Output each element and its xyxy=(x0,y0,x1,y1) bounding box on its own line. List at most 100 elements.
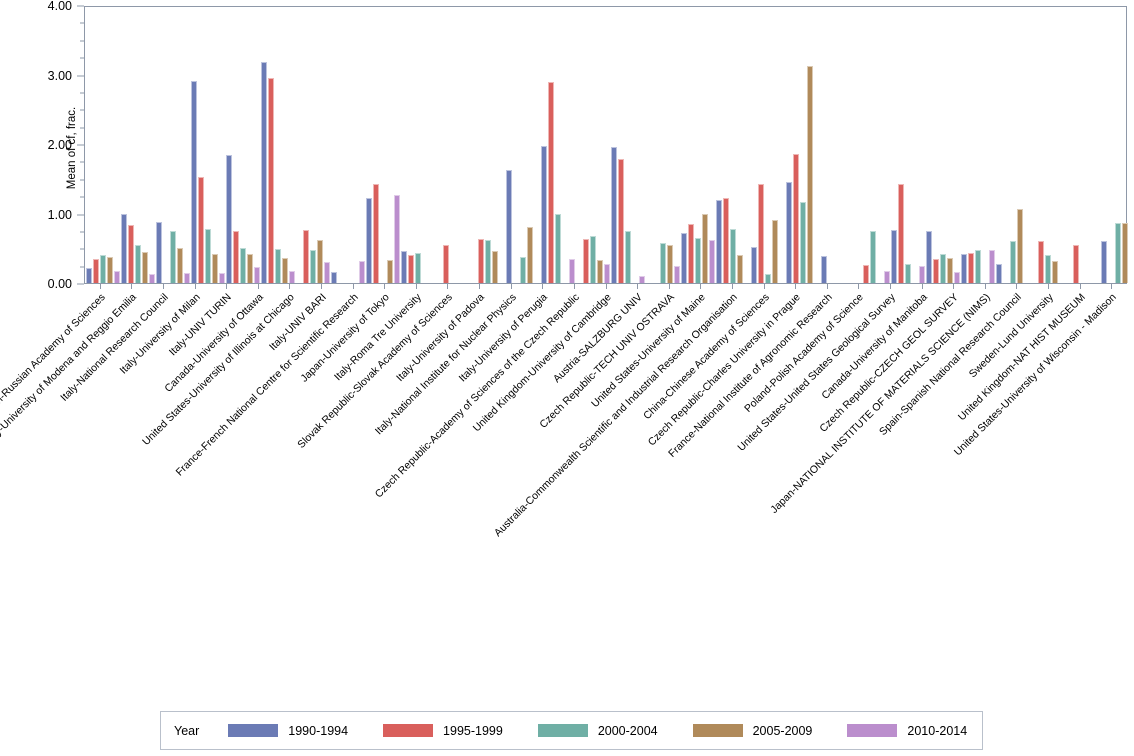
bar xyxy=(1044,255,1051,283)
legend-swatch xyxy=(691,723,744,738)
legend-item[interactable]: 1990-1994 xyxy=(227,723,348,738)
bar-group xyxy=(260,7,295,283)
bar xyxy=(288,271,295,283)
legend-item[interactable]: 2000-2004 xyxy=(536,723,658,738)
bar-group xyxy=(820,7,855,283)
bar-group xyxy=(715,7,750,283)
bar xyxy=(967,253,974,283)
bar xyxy=(505,170,512,283)
legend-swatch xyxy=(536,723,589,738)
x-tick-mark xyxy=(163,284,164,289)
bar xyxy=(988,249,995,283)
bar xyxy=(218,273,225,283)
x-tick-mark xyxy=(321,284,323,289)
x-tick-mark xyxy=(289,284,291,289)
bar xyxy=(862,264,869,283)
y-tick-label: 4.00 xyxy=(47,0,72,13)
x-tick-mark xyxy=(826,284,828,289)
bar xyxy=(869,230,876,283)
bar-group xyxy=(190,7,225,283)
bar xyxy=(183,272,190,283)
bar xyxy=(757,184,764,283)
bar xyxy=(953,271,960,283)
bar xyxy=(225,155,232,283)
bar xyxy=(932,258,939,283)
bar xyxy=(1051,260,1058,283)
bar xyxy=(708,239,715,283)
bar xyxy=(946,257,953,283)
bar-group xyxy=(120,7,155,283)
bar-group xyxy=(1030,7,1065,283)
bar-group xyxy=(505,7,540,283)
bar-group xyxy=(540,7,575,283)
legend-label: 1990-1994 xyxy=(288,723,349,738)
bar xyxy=(925,230,932,283)
y-tick-major xyxy=(77,283,84,285)
bar xyxy=(400,251,407,283)
bar xyxy=(589,236,596,283)
bar xyxy=(659,243,666,283)
x-tick-mark xyxy=(889,284,891,289)
bar xyxy=(386,260,393,283)
bar xyxy=(316,239,323,283)
bar xyxy=(358,261,365,283)
y-tick-major xyxy=(77,214,84,215)
bar xyxy=(239,248,246,283)
bar-group xyxy=(890,7,925,283)
bar-group xyxy=(855,7,890,283)
x-tick-mark xyxy=(700,284,702,289)
bar xyxy=(281,257,288,283)
bar-group xyxy=(1065,7,1100,283)
legend-items: 1990-1994 1995-1999 2000-2004 2005-2009 2010… xyxy=(227,723,1001,738)
bar xyxy=(330,271,337,283)
bar-group xyxy=(85,7,120,283)
x-tick-mark xyxy=(257,284,259,289)
bar xyxy=(260,62,267,283)
bar-group xyxy=(610,7,645,283)
legend-item[interactable]: 1995-1999 xyxy=(382,723,503,738)
bar xyxy=(197,177,204,283)
legend-item[interactable]: 2005-2009 xyxy=(691,723,812,738)
bar xyxy=(995,264,1002,283)
legend-label: 1995-1999 xyxy=(443,723,503,738)
bar-group xyxy=(295,7,330,283)
y-tick-major xyxy=(77,144,84,146)
bar xyxy=(610,147,617,283)
bar xyxy=(792,153,799,283)
x-tick-mark xyxy=(194,284,196,289)
x-tick-mark xyxy=(447,284,449,289)
bar xyxy=(246,253,253,283)
bar xyxy=(274,248,281,283)
x-tick-mark xyxy=(763,284,765,289)
legend-label: 2000-2004 xyxy=(597,723,658,738)
x-tick-mark xyxy=(1079,284,1081,289)
y-tick-minor xyxy=(80,57,84,59)
bar xyxy=(309,250,316,283)
bar xyxy=(1114,222,1121,283)
bar-group xyxy=(330,7,365,283)
bar-group xyxy=(365,7,400,283)
legend-item[interactable]: 2010-2014 xyxy=(846,723,967,738)
bar-group xyxy=(995,7,1030,283)
bar-group xyxy=(400,7,435,283)
bar xyxy=(617,158,624,283)
bar xyxy=(477,238,484,283)
x-tick-mark xyxy=(573,284,575,289)
bar xyxy=(596,260,603,283)
y-tick-minor xyxy=(80,231,84,233)
legend-title: Year xyxy=(174,723,200,738)
bar xyxy=(890,230,897,283)
bar xyxy=(715,199,722,283)
bar-group xyxy=(155,7,190,283)
y-tick-label: 0.00 xyxy=(47,277,72,291)
bar xyxy=(666,244,673,283)
bar xyxy=(491,251,498,283)
bar xyxy=(120,213,127,283)
bar xyxy=(540,146,547,283)
bar xyxy=(680,232,687,283)
bar xyxy=(99,254,106,283)
bar xyxy=(1072,244,1079,283)
bar xyxy=(904,264,911,283)
x-tick-mark xyxy=(1016,284,1018,289)
